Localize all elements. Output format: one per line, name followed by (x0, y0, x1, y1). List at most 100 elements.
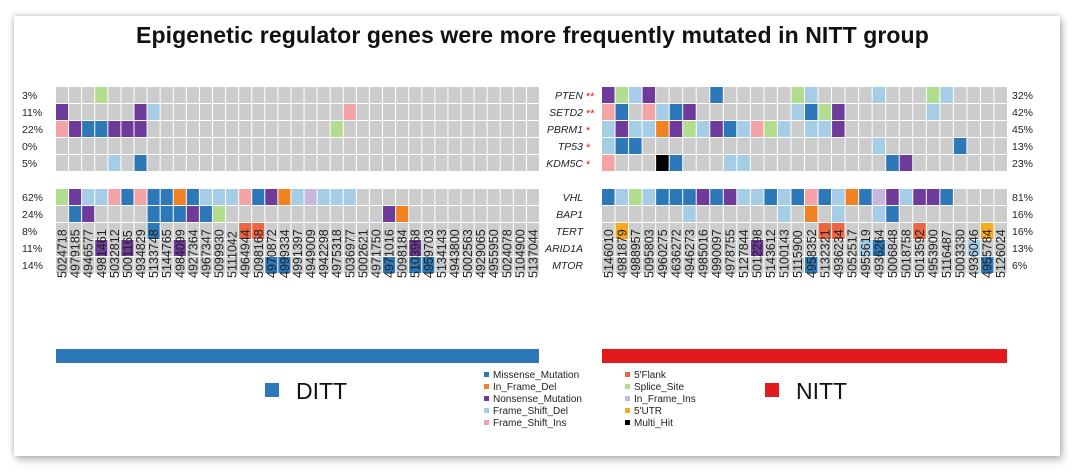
cell-ditt-pten-13 (226, 87, 239, 103)
cell-ditt-tp53-35 (513, 138, 526, 154)
cell-ditt-kdm5c-13 (226, 155, 239, 171)
cell-ditt-tp53-2 (82, 138, 95, 154)
cell-ditt-arid1a-10 (186, 240, 199, 256)
cell-ditt-bap1-7 (147, 206, 160, 222)
cell-ditt-kdm5c-6 (134, 155, 147, 171)
cell-ditt-tert-33 (487, 223, 500, 239)
cell-nitt-pten-24 (926, 87, 940, 103)
cell-nitt-bap1-13 (777, 206, 791, 222)
cell-ditt-bap1-34 (500, 206, 513, 222)
cell-ditt-tp53-22 (343, 138, 356, 154)
cell-ditt-mtor-32 (474, 257, 487, 273)
cell-nitt-vhl-9 (723, 189, 737, 205)
cell-ditt-kdm5c-9 (173, 155, 186, 171)
cell-nitt-vhl-15 (805, 189, 818, 205)
cell-nitt-pbrm1-6 (683, 121, 696, 137)
cell-ditt-pten-27 (409, 87, 422, 103)
cell-nitt-bap1-28 (980, 206, 994, 222)
figure-title: Epigenetic regulator genes were more fre… (136, 22, 929, 48)
legend-label-in-frame-ins: In_Frame_Ins (634, 394, 696, 405)
cell-nitt-mtor-25 (940, 257, 953, 273)
cell-nitt-setd2-18 (845, 104, 859, 120)
cell-nitt-tp53-20 (872, 138, 886, 154)
cell-ditt-setd2-14 (239, 104, 252, 120)
cell-nitt-kdm5c-12 (764, 155, 777, 171)
cell-ditt-mtor-15 (252, 257, 265, 273)
cell-nitt-setd2-27 (967, 104, 980, 120)
cell-nitt-mtor-6 (683, 257, 696, 273)
cell-nitt-tert-10 (737, 223, 750, 239)
sample-label-nitt-4990097: 4990097 (710, 229, 724, 278)
cell-nitt-pbrm1-27 (967, 121, 980, 137)
cell-ditt-vhl-33 (487, 189, 500, 205)
cell-nitt-tert-17 (832, 223, 845, 239)
cell-nitt-pbrm1-7 (696, 121, 710, 137)
cell-ditt-arid1a-32 (474, 240, 487, 256)
cell-ditt-tp53-13 (226, 138, 239, 154)
cell-ditt-pten-9 (173, 87, 186, 103)
sample-label-nitt-5018758: 5018758 (900, 229, 914, 278)
cell-nitt-kdm5c-3 (642, 155, 656, 171)
cell-nitt-arid1a-25 (940, 240, 953, 256)
cell-ditt-mtor-33 (487, 257, 500, 273)
cell-nitt-vhl-3 (642, 189, 656, 205)
cell-ditt-arid1a-30 (448, 240, 461, 256)
cell-ditt-vhl-14 (239, 189, 252, 205)
cell-nitt-tert-20 (872, 223, 886, 239)
cell-ditt-tert-3 (95, 223, 108, 239)
cell-ditt-bap1-13 (226, 206, 239, 222)
cell-ditt-kdm5c-22 (343, 155, 356, 171)
cell-ditt-setd2-0 (56, 104, 69, 120)
cell-ditt-pbrm1-21 (330, 121, 343, 137)
cell-ditt-tert-10 (186, 223, 199, 239)
cell-ditt-kdm5c-3 (95, 155, 108, 171)
cell-nitt-mtor-27 (967, 257, 980, 273)
cell-nitt-pbrm1-26 (953, 121, 967, 137)
cell-ditt-tert-30 (448, 223, 461, 239)
cell-ditt-pten-2 (82, 87, 95, 103)
nitt-pct-setd2: 42% (1012, 107, 1033, 119)
cell-ditt-bap1-14 (239, 206, 252, 222)
cell-nitt-pbrm1-24 (926, 121, 940, 137)
cell-nitt-kdm5c-5 (669, 155, 683, 171)
cell-nitt-pbrm1-10 (737, 121, 750, 137)
cell-nitt-pten-6 (683, 87, 696, 103)
cell-ditt-pten-5 (121, 87, 134, 103)
cell-ditt-pbrm1-24 (369, 121, 383, 137)
cell-ditt-pten-36 (526, 87, 539, 103)
cell-ditt-pbrm1-20 (317, 121, 330, 137)
cell-ditt-tp53-19 (304, 138, 317, 154)
cell-ditt-mtor-27 (409, 257, 422, 273)
cell-nitt-tp53-0 (602, 138, 615, 154)
cell-nitt-arid1a-23 (913, 240, 926, 256)
cell-ditt-pten-18 (291, 87, 304, 103)
cell-ditt-mtor-36 (526, 257, 539, 273)
cell-nitt-arid1a-10 (737, 240, 750, 256)
cell-nitt-pten-16 (818, 87, 832, 103)
sample-label-ditt-4970872: 4970872 (265, 229, 279, 278)
cell-ditt-setd2-8 (160, 104, 173, 120)
cell-nitt-arid1a-2 (629, 240, 642, 256)
cell-ditt-bap1-24 (369, 206, 383, 222)
cell-ditt-arid1a-8 (160, 240, 173, 256)
cell-nitt-mtor-4 (656, 257, 669, 273)
cell-nitt-mtor-2 (629, 257, 642, 273)
cell-nitt-bap1-21 (886, 206, 899, 222)
cell-nitt-setd2-12 (764, 104, 777, 120)
cell-ditt-mtor-13 (226, 257, 239, 273)
cell-nitt-pbrm1-4 (656, 121, 669, 137)
cell-ditt-setd2-5 (121, 104, 134, 120)
sample-label-ditt-4955950: 4955950 (487, 229, 501, 278)
sample-label-nitt-5115900: 5115900 (791, 230, 805, 278)
cell-nitt-bap1-11 (750, 206, 764, 222)
cell-nitt-mtor-19 (859, 257, 872, 273)
legend-swatch-5-utr (625, 408, 630, 413)
cell-ditt-mtor-4 (108, 257, 121, 273)
gene-label-kdm5c: KDM5C (546, 158, 583, 170)
cell-nitt-setd2-16 (818, 104, 832, 120)
cell-nitt-pten-17 (832, 87, 845, 103)
cell-nitt-tert-16 (818, 223, 832, 239)
cell-ditt-tert-21 (330, 223, 343, 239)
cell-ditt-kdm5c-5 (121, 155, 134, 171)
cell-ditt-bap1-35 (513, 206, 526, 222)
